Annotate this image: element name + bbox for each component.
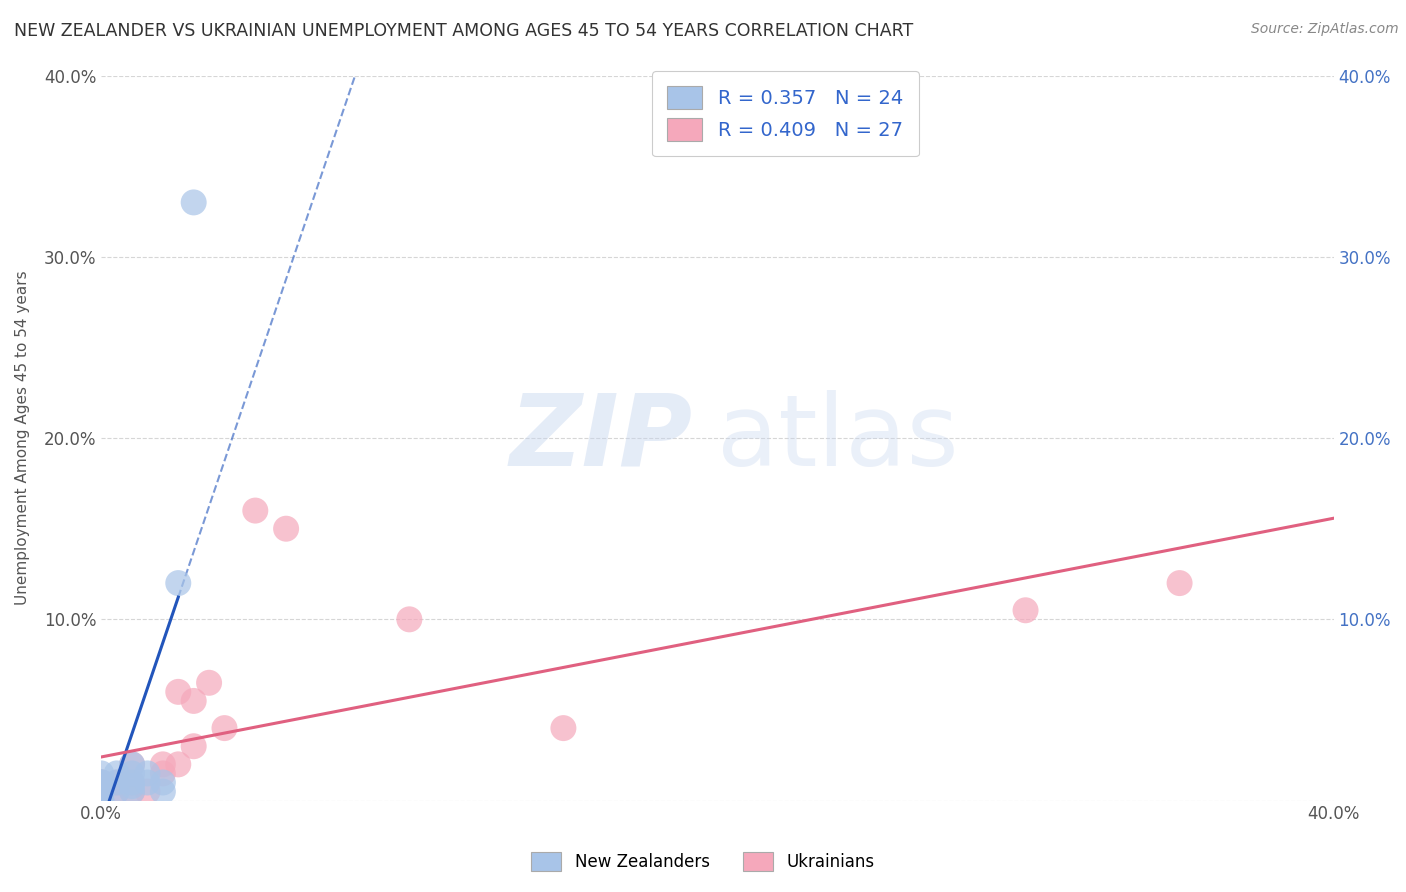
Point — [105, 784, 128, 798]
Point — [274, 522, 297, 536]
Point — [105, 784, 128, 798]
Point — [152, 775, 174, 789]
Point — [183, 694, 205, 708]
Point — [553, 721, 575, 735]
Point — [90, 784, 112, 798]
Point — [198, 675, 221, 690]
Text: ZIP: ZIP — [510, 390, 693, 486]
Point — [152, 757, 174, 772]
Point — [105, 775, 128, 789]
Point — [121, 779, 143, 793]
Point — [121, 757, 143, 772]
Point — [90, 784, 112, 798]
Point — [90, 794, 112, 808]
Text: Source: ZipAtlas.com: Source: ZipAtlas.com — [1251, 22, 1399, 37]
Point — [90, 775, 112, 789]
Point — [152, 784, 174, 798]
Point — [90, 794, 112, 808]
Text: NEW ZEALANDER VS UKRAINIAN UNEMPLOYMENT AMONG AGES 45 TO 54 YEARS CORRELATION CH: NEW ZEALANDER VS UKRAINIAN UNEMPLOYMENT … — [14, 22, 914, 40]
Point — [90, 775, 112, 789]
Point — [121, 757, 143, 772]
Point — [90, 784, 112, 798]
Point — [90, 784, 112, 798]
Point — [121, 775, 143, 789]
Point — [183, 739, 205, 754]
Point — [121, 775, 143, 789]
Point — [90, 794, 112, 808]
Point — [167, 685, 190, 699]
Point — [90, 775, 112, 789]
Point — [90, 794, 112, 808]
Legend: New Zealanders, Ukrainians: New Zealanders, Ukrainians — [523, 843, 883, 880]
Point — [136, 766, 159, 780]
Y-axis label: Unemployment Among Ages 45 to 54 years: Unemployment Among Ages 45 to 54 years — [15, 271, 30, 606]
Point — [1168, 576, 1191, 591]
Point — [167, 576, 190, 591]
Point — [90, 794, 112, 808]
Point — [121, 784, 143, 798]
Point — [167, 757, 190, 772]
Point — [105, 775, 128, 789]
Point — [121, 766, 143, 780]
Text: atlas: atlas — [717, 390, 959, 486]
Point — [90, 775, 112, 789]
Point — [183, 195, 205, 210]
Point — [121, 784, 143, 798]
Point — [214, 721, 236, 735]
Point — [152, 766, 174, 780]
Point — [105, 766, 128, 780]
Point — [90, 766, 112, 780]
Point — [1014, 603, 1036, 617]
Point — [136, 775, 159, 789]
Point — [90, 784, 112, 798]
Point — [136, 784, 159, 798]
Point — [90, 775, 112, 789]
Point — [398, 612, 420, 626]
Point — [245, 503, 267, 517]
Legend: R = 0.357   N = 24, R = 0.409   N = 27: R = 0.357 N = 24, R = 0.409 N = 27 — [652, 70, 918, 156]
Point — [90, 775, 112, 789]
